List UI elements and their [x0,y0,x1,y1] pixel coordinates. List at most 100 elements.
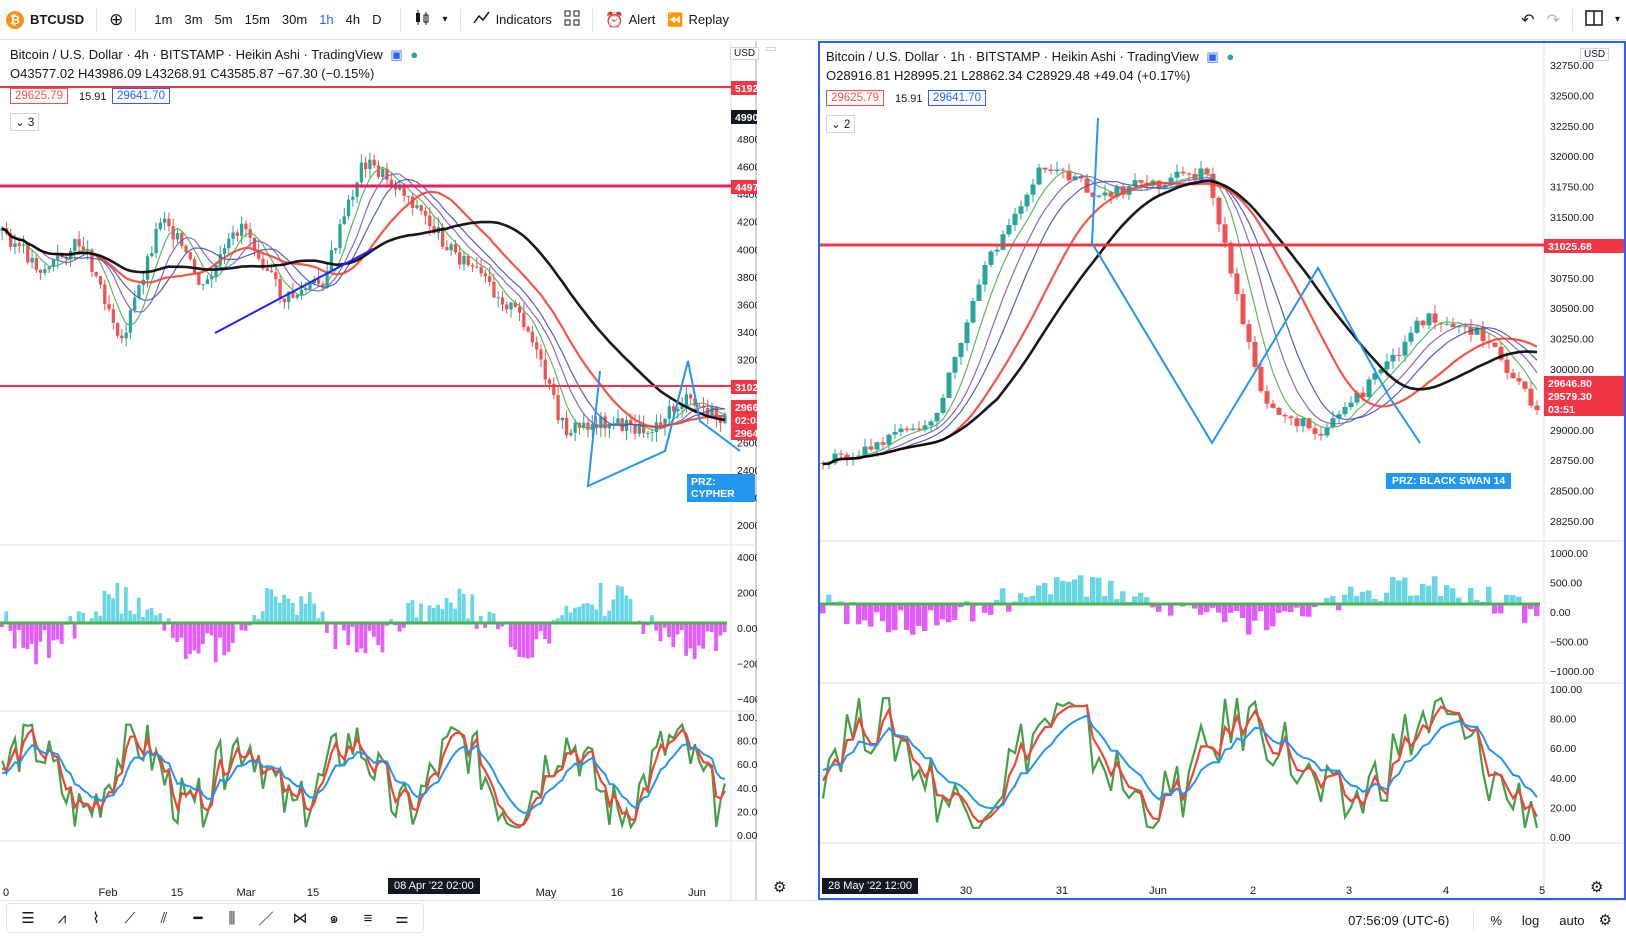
left-chart-pane[interactable]: 48000.0046000.0044000.0042000.0040000.00… [0,41,786,900]
timeframe-D[interactable]: D [372,12,382,27]
oscillator-bar [1216,604,1222,613]
candle-body [564,417,569,436]
oscillator-bar [333,623,338,650]
log-toggle[interactable]: log [1521,912,1540,928]
indicators-button[interactable]: Indicators [467,0,558,40]
candle-body [423,210,428,216]
oscillator-bar [946,604,952,623]
time-axis-label: 3 [1346,885,1352,897]
oscillator-bar [1264,604,1270,631]
chart-type-button[interactable] [407,0,437,40]
more-tool[interactable]: ⚌ [385,904,419,932]
candle-body [706,407,710,417]
timeframe-1h[interactable]: 1h [319,12,334,27]
undo-button[interactable]: ↶ [1515,0,1540,40]
price-tag [1544,239,1624,253]
left-buy-button[interactable]: 29641.70 [112,88,170,104]
right-chart-canvas[interactable]: 32750.0032500.0032250.0032000.0031750.00… [820,43,1624,898]
right-chart-pane[interactable]: 32750.00 32500.00 32250.00 32000.00 31750.00… [818,41,1626,900]
oscillator-bar [994,599,1000,604]
channel-tool[interactable]: ⫽ [147,904,181,932]
right-sell-button[interactable]: 29625.79 [826,90,884,106]
candle-body [86,249,90,251]
timeframe-1m[interactable]: 1m [154,12,173,27]
candle-body [982,264,988,285]
timeframe-4h[interactable]: 4h [345,12,361,27]
candle-body [1372,373,1378,380]
wave-tool[interactable]: ⌇ [79,904,113,932]
auto-toggle[interactable]: auto [1559,912,1585,928]
candle-body [406,195,411,197]
compare-symbol-button[interactable]: ⊕ [103,0,129,40]
fib-tool[interactable]: ⫼ [215,904,249,932]
pattern-tool[interactable]: ⩘ [45,904,79,932]
clock-time[interactable]: 07:56:09 (UTC-6) [1348,912,1450,928]
long-position-icon: ≡ [363,909,373,927]
ma-line-green [1,166,726,431]
oscillator-bar [1276,604,1282,613]
menu-tool[interactable]: ☰ [11,904,45,932]
price-tag-label: 03:51 [1548,404,1575,416]
candle-body [299,289,304,295]
left-sell-button[interactable]: 29625.79 [10,88,68,104]
replay-button[interactable]: ⏪ Replay [661,0,735,40]
candle-body [261,258,265,269]
oscillator-bar [98,615,103,623]
timeframe-3m[interactable]: 3m [184,12,203,27]
redo-button[interactable]: ↷ [1541,0,1566,40]
candle-body [462,255,466,265]
eye-icon[interactable]: ▣ [390,47,403,62]
osc-axis-label: −4000.00 [737,694,757,706]
left-indicator-count: 3 [27,117,35,129]
left-chart-canvas[interactable]: 48000.0046000.0044000.0042000.0040000.00… [0,41,757,900]
symbol-search[interactable]: ₿ BTCUSD [0,0,90,40]
templates-button[interactable] [558,0,586,40]
axis-settings-button[interactable]: ⚙ [1599,911,1612,929]
alert-button[interactable]: ⏰ Alert [599,0,661,40]
candle-body [904,428,910,431]
rsi-line-green [821,696,1539,830]
percent-toggle[interactable]: % [1490,912,1502,928]
right-indicator-toggle[interactable]: ⌄ 2 [826,115,856,133]
line-tool[interactable]: ／ [249,904,283,932]
candles-icon [413,9,431,30]
spiral-tool[interactable]: ๑ [317,904,351,932]
oscillator-bar [1330,596,1336,604]
candle-body [449,244,453,251]
status-dot-icon: ● [410,47,419,62]
candle-body [1354,392,1360,403]
candle-body [970,300,976,323]
trend-tool[interactable]: ⟋ [113,904,147,932]
left-currency-button[interactable] [766,47,776,51]
oscillator-bar [38,623,43,642]
oscillator-bar [1240,604,1246,619]
right-buy-button[interactable]: 29641.70 [928,90,986,106]
layout-dropdown[interactable]: ▾ [1609,0,1626,40]
oscillator-bar [1468,588,1474,604]
timeframe-15m[interactable]: 15m [244,12,270,27]
long-tool[interactable]: ≡ [351,904,385,932]
left-axis-settings[interactable]: ⚙ [773,878,786,896]
chart-type-dropdown[interactable]: ▾ [437,0,454,40]
xabcd-tool[interactable]: ⋈ [283,904,317,932]
left-indicator-toggle[interactable]: ⌄ 3 [10,113,40,131]
oscillator-bar [1510,595,1516,604]
oscillator-bar [1360,591,1366,604]
eye-icon[interactable]: ▣ [1206,49,1219,64]
oscillator-bar [277,602,282,623]
price-tag-label: 29579.30 [1548,391,1592,403]
oscillator-bar [51,623,56,641]
timeframe-30m[interactable]: 30m [281,12,308,27]
alert-label: Alert [628,12,656,27]
horizontal-tool[interactable]: ━ [181,904,215,932]
timeframe-5m[interactable]: 5m [214,12,233,27]
oscillator-bar [222,623,227,656]
candle-body [844,454,850,459]
oscillator-bar [303,603,308,623]
layout-button[interactable] [1579,0,1609,40]
candle-body [1516,378,1522,382]
candle-body [389,179,393,185]
right-currency[interactable]: USD [1580,48,1610,61]
right-axis-settings[interactable]: ⚙ [1590,878,1603,896]
left-currency[interactable]: USD [730,47,760,60]
